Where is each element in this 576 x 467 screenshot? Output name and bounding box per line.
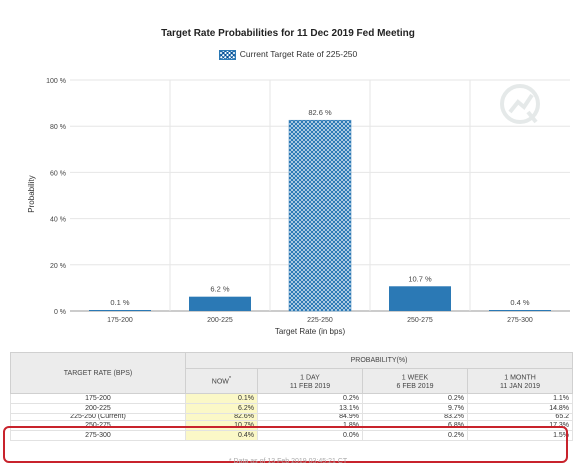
y-tick-label: 100 %	[46, 78, 66, 85]
y-tick-label: 80 %	[50, 124, 66, 131]
column-header-label: 1 DAY	[300, 374, 320, 382]
probability-cell: 1.1%	[466, 393, 574, 404]
probability-cell: 84.9%	[257, 413, 363, 421]
y-tick-label: 40 %	[50, 217, 66, 224]
column-header-date: 11 FEB 2019	[289, 383, 331, 391]
probability-header: PROBABILITY(%)	[184, 352, 574, 369]
rate-header: TARGET RATE (BPS)	[10, 352, 186, 394]
y-tick-label: 20 %	[50, 263, 66, 270]
column-header[interactable]: 1 WEEK 6 FEB 2019	[362, 368, 468, 394]
bar-275-300[interactable]	[489, 310, 551, 311]
x-tick-label: 275-300	[507, 317, 533, 324]
probability-cell: 0.2%	[362, 393, 468, 404]
table-row: 200-225 6.2% 13.1% 9.7% 14.8%	[10, 403, 574, 414]
column-header-label: 1 MONTH	[504, 374, 536, 382]
x-tick-label: 200-225	[207, 317, 233, 324]
probability-cell: 9.7%	[362, 403, 468, 414]
table-row: 275-300 0.4% 0.0% 0.2% 1.5%	[10, 430, 574, 441]
probability-cell: 65.2	[466, 413, 574, 421]
column-header[interactable]: NOW*	[185, 368, 258, 394]
bar-chart: 0 % 20 % 40 % 60 % 80 % 100 % 0.1 % 175-200 6.2 …	[27, 78, 570, 336]
target-rate-cell: 225-250 (Current)	[10, 413, 186, 421]
legend-swatch	[218, 49, 236, 60]
bar-175-200[interactable]	[89, 310, 151, 311]
y-tick-label: 60 %	[50, 170, 66, 177]
probability-cell: 82.6%	[185, 413, 258, 421]
bar-200-225[interactable]	[189, 296, 251, 311]
table-row: 175-200 0.1% 0.2% 0.2% 1.1%	[10, 393, 574, 404]
bar-value-label: 6.2 %	[210, 285, 230, 294]
chart-title: Target Rate Probabilities for 11 Dec 201…	[161, 28, 415, 39]
bar-value-label: 10.7 %	[408, 274, 432, 283]
probability-cell: 1.5%	[466, 430, 574, 441]
column-header-date: 11 JAN 2019	[500, 383, 540, 391]
probability-cell: 13.1%	[257, 403, 363, 414]
legend-label: Current Target Rate of 225-250	[239, 49, 358, 59]
probability-table: TARGET RATE (BPS) PROBABILITY(%) NOW* 1 D…	[10, 352, 574, 441]
bar-225-250[interactable]	[288, 119, 352, 312]
column-header-label: 1 WEEK	[401, 374, 429, 382]
probability-cell: 0.2%	[257, 393, 363, 404]
target-rate-cell: 175-200	[10, 393, 186, 404]
bar-value-label: 0.1 %	[110, 298, 130, 307]
probability-cell: 0.1%	[185, 393, 258, 404]
y-tick-label: 0 %	[54, 309, 66, 316]
x-tick-label: 250-275	[407, 317, 433, 324]
bar-250-275[interactable]	[389, 286, 451, 311]
bar-value-label: 0.4 %	[510, 298, 530, 307]
probability-cell: 83.2%	[362, 413, 468, 421]
chart-legend[interactable]: Current Target Rate of 225-250	[0, 49, 576, 60]
table-row: 225-250 (Current) 82.6% 84.9% 83.2% 65.2	[10, 413, 574, 421]
x-tick-label: 175-200	[107, 317, 133, 324]
cme-logo-watermark	[500, 84, 540, 124]
x-axis-title: Target Rate (in bps)	[275, 327, 346, 336]
column-header[interactable]: 1 DAY 11 FEB 2019	[257, 368, 363, 394]
bar-value-label: 82.6 %	[308, 108, 332, 117]
y-axis-title: Probability	[27, 175, 36, 212]
column-header-label: NOW	[211, 378, 229, 386]
column-header-date: 6 FEB 2019	[396, 383, 434, 391]
column-header-footnote-mark: *	[228, 376, 232, 383]
data-footnote: * Data as of 13 Feb 2019 03:45:21 CT	[228, 458, 348, 465]
probability-cell: 14.8%	[466, 403, 574, 414]
x-tick-label: 225-250	[307, 317, 333, 324]
probability-cell: 6.2%	[185, 403, 258, 414]
highlight-annotation	[3, 426, 568, 463]
target-rate-cell: 200-225	[10, 403, 186, 414]
column-header[interactable]: 1 MONTH 11 JAN 2019	[466, 368, 574, 394]
